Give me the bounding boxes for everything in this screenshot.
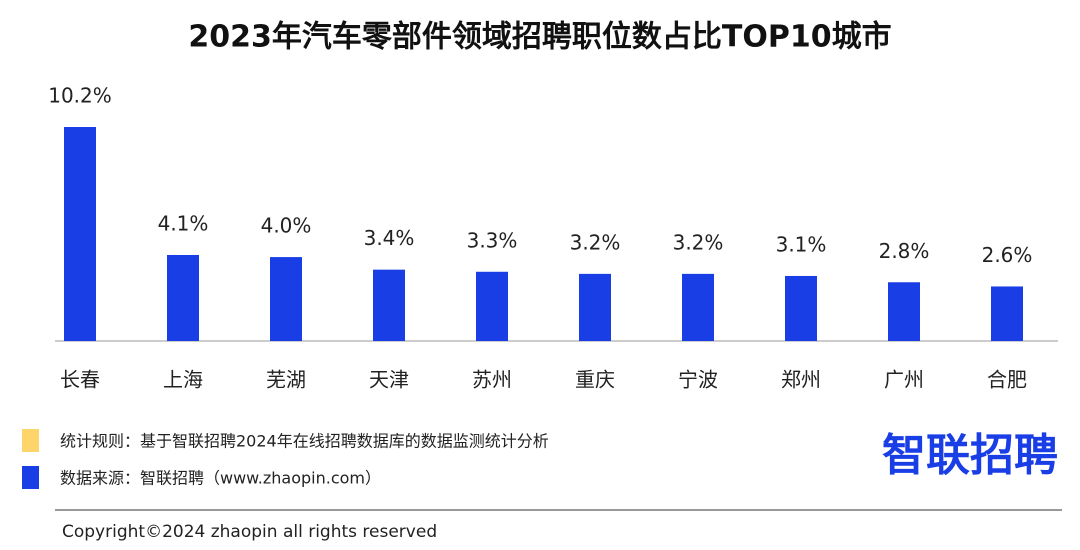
value-label: 4.1% [158,211,209,235]
bar [682,273,714,341]
value-label: 3.2% [570,230,621,254]
bar [373,269,405,341]
value-label: 2.8% [879,239,930,263]
bar [270,257,302,341]
bar [64,127,96,341]
bar [991,286,1023,341]
bar [167,254,199,341]
copyright: Copyright©2024 zhaopin all rights reserv… [62,522,437,542]
value-label: 3.3% [467,228,518,252]
bar [888,282,920,341]
x-tick-label: 长春 [60,368,100,392]
note: 数据来源：智联招聘（www.zhaopin.com） [60,469,381,488]
chart-title: 2023年汽车零部件领域招聘职位数占比TOP10城市 [188,20,891,55]
x-tick-label: 合肥 [987,368,1027,392]
note-swatch [22,429,39,452]
logo: 智联招聘 [882,430,1058,481]
value-label: 3.1% [776,232,827,256]
value-label: 2.6% [982,243,1033,267]
bar [476,271,508,341]
x-tick-label: 芜湖 [266,368,306,392]
note: 统计规则：基于智联招聘2024年在线招聘数据库的数据监测统计分析 [60,432,549,451]
x-tick-label: 郑州 [781,368,821,392]
value-label: 4.0% [261,214,312,238]
x-tick-label: 上海 [163,368,203,392]
bar [579,273,611,341]
x-tick-label: 广州 [884,368,924,392]
bar [785,275,817,341]
value-label: 10.2% [48,84,112,108]
value-label: 3.4% [364,226,415,250]
x-tick-label: 重庆 [575,368,615,392]
x-tick-label: 苏州 [472,368,512,392]
x-tick-label: 宁波 [678,368,718,392]
x-tick-label: 天津 [369,368,409,392]
value-label: 3.2% [673,230,724,254]
note-swatch [22,466,39,489]
